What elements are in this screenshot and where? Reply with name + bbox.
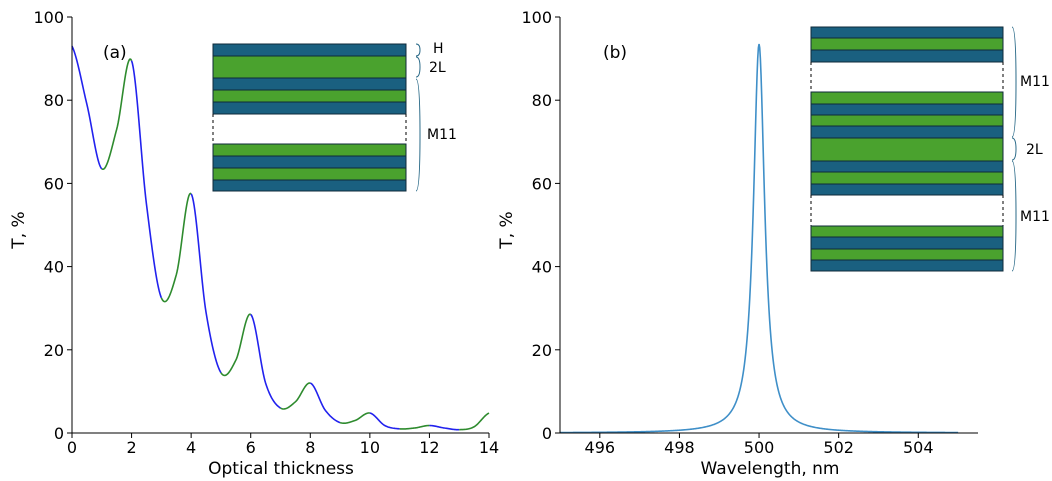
panel-b-inset-stack: M11 2L M11: [810, 26, 1050, 272]
x-tick-label: 500: [744, 438, 775, 457]
x-tick-label: 502: [823, 438, 854, 457]
curve-segment: [280, 382, 311, 410]
curve-segment: [190, 193, 222, 374]
x-tick-label: 12: [419, 438, 439, 457]
curve-segment: [429, 424, 460, 431]
x-tick-label: 496: [585, 438, 616, 457]
curve-segment: [339, 412, 370, 425]
y-tick-label: 100: [33, 8, 64, 27]
panel-b-ylabel: T, %: [497, 211, 517, 249]
layer-h: [810, 183, 1004, 196]
curve-segment: [160, 192, 192, 303]
panel-a-curve: [71, 45, 490, 431]
x-tick-label: 0: [67, 438, 77, 457]
panel-b-curve: [560, 43, 959, 434]
curve-segment: [369, 412, 400, 430]
y-tick-label: 60: [44, 174, 64, 193]
layer-h: [810, 103, 1004, 116]
label-2l: 2L: [1026, 142, 1043, 158]
layer-h: [810, 259, 1004, 272]
bracket-2l: [415, 56, 421, 78]
panel-b: 496 498 500 502 504 0 20 40 60 80 100 (b) Waveleng…: [497, 8, 1050, 479]
transmission-curve: [560, 43, 959, 434]
y-tick-label: 0: [54, 424, 64, 443]
layer-l: [810, 225, 1004, 238]
layer-h: [810, 125, 1004, 139]
y-tick-label: 0: [542, 424, 552, 443]
layer-h: [212, 155, 407, 169]
layer-l: [810, 37, 1004, 51]
layer-h: [810, 26, 1004, 39]
layer-l: [810, 248, 1004, 261]
y-tick-label: 20: [532, 341, 552, 360]
x-tick-label: 10: [360, 438, 380, 457]
curve-segment: [220, 313, 251, 377]
layer-l: [212, 89, 407, 103]
bracket-m11-top: [1011, 26, 1017, 138]
y-tick-label: 20: [44, 341, 64, 360]
layer-h: [212, 77, 407, 91]
panel-b-xlabel: Wavelength, nm: [701, 459, 840, 479]
layer-2l: [212, 55, 407, 79]
bracket-2l: [1011, 137, 1017, 161]
panel-a-label: (a): [103, 43, 127, 63]
layer-h: [212, 179, 407, 192]
curve-segment: [309, 382, 341, 424]
layer-h: [810, 49, 1004, 63]
curve-segment: [250, 313, 281, 409]
x-tick-label: 504: [903, 438, 934, 457]
layer-l: [212, 143, 407, 157]
panel-b-label: (b): [603, 43, 627, 63]
x-tick-label: 498: [664, 438, 695, 457]
panel-a-ticks: 0 2 4 6 8 10 12 14 0 20 40 60 80 100: [33, 8, 499, 457]
bracket-m11-bottom: [1011, 160, 1017, 272]
y-tick-label: 80: [532, 91, 552, 110]
bracket-h: [415, 43, 421, 57]
curve-segment: [459, 412, 490, 431]
label-m11: M11: [427, 127, 457, 143]
y-tick-label: 40: [44, 258, 64, 277]
label-m11-top: M11: [1020, 74, 1050, 90]
panel-a-xlabel: Optical thickness: [208, 459, 354, 479]
layer-l: [810, 91, 1004, 105]
layer-l: [810, 171, 1004, 185]
y-tick-label: 80: [44, 91, 64, 110]
x-tick-label: 2: [126, 438, 136, 457]
label-m11-bottom: M11: [1020, 209, 1050, 225]
layer-l: [212, 167, 407, 181]
y-tick-label: 100: [521, 8, 552, 27]
layer-2l: [810, 137, 1004, 162]
x-tick-label: 6: [246, 438, 256, 457]
curve-segment: [101, 58, 133, 171]
curve-segment: [71, 45, 103, 170]
layer-h: [810, 160, 1004, 173]
x-tick-label: 8: [305, 438, 315, 457]
bracket-m11: [415, 78, 421, 192]
panel-a-ylabel: T, %: [9, 211, 29, 249]
panel-a: 0 2 4 6 8 10 12 14 0 20 40 60 80 100 (a) Optical thic…: [9, 8, 499, 479]
label-h: H: [433, 41, 444, 57]
x-tick-label: 14: [479, 438, 499, 457]
x-tick-label: 4: [186, 438, 196, 457]
label-2l: 2L: [429, 60, 446, 76]
curve-segment: [130, 60, 163, 299]
panel-a-inset-stack: H 2L M11: [212, 41, 457, 192]
curve-segment: [399, 424, 430, 430]
y-tick-label: 40: [532, 258, 552, 277]
layer-h: [212, 101, 407, 115]
layer-l: [810, 114, 1004, 127]
y-tick-label: 60: [532, 174, 552, 193]
layer-h: [212, 43, 407, 57]
layer-h: [810, 236, 1004, 250]
panel-b-ticks: 496 498 500 502 504 0 20 40 60 80 100: [521, 8, 933, 457]
